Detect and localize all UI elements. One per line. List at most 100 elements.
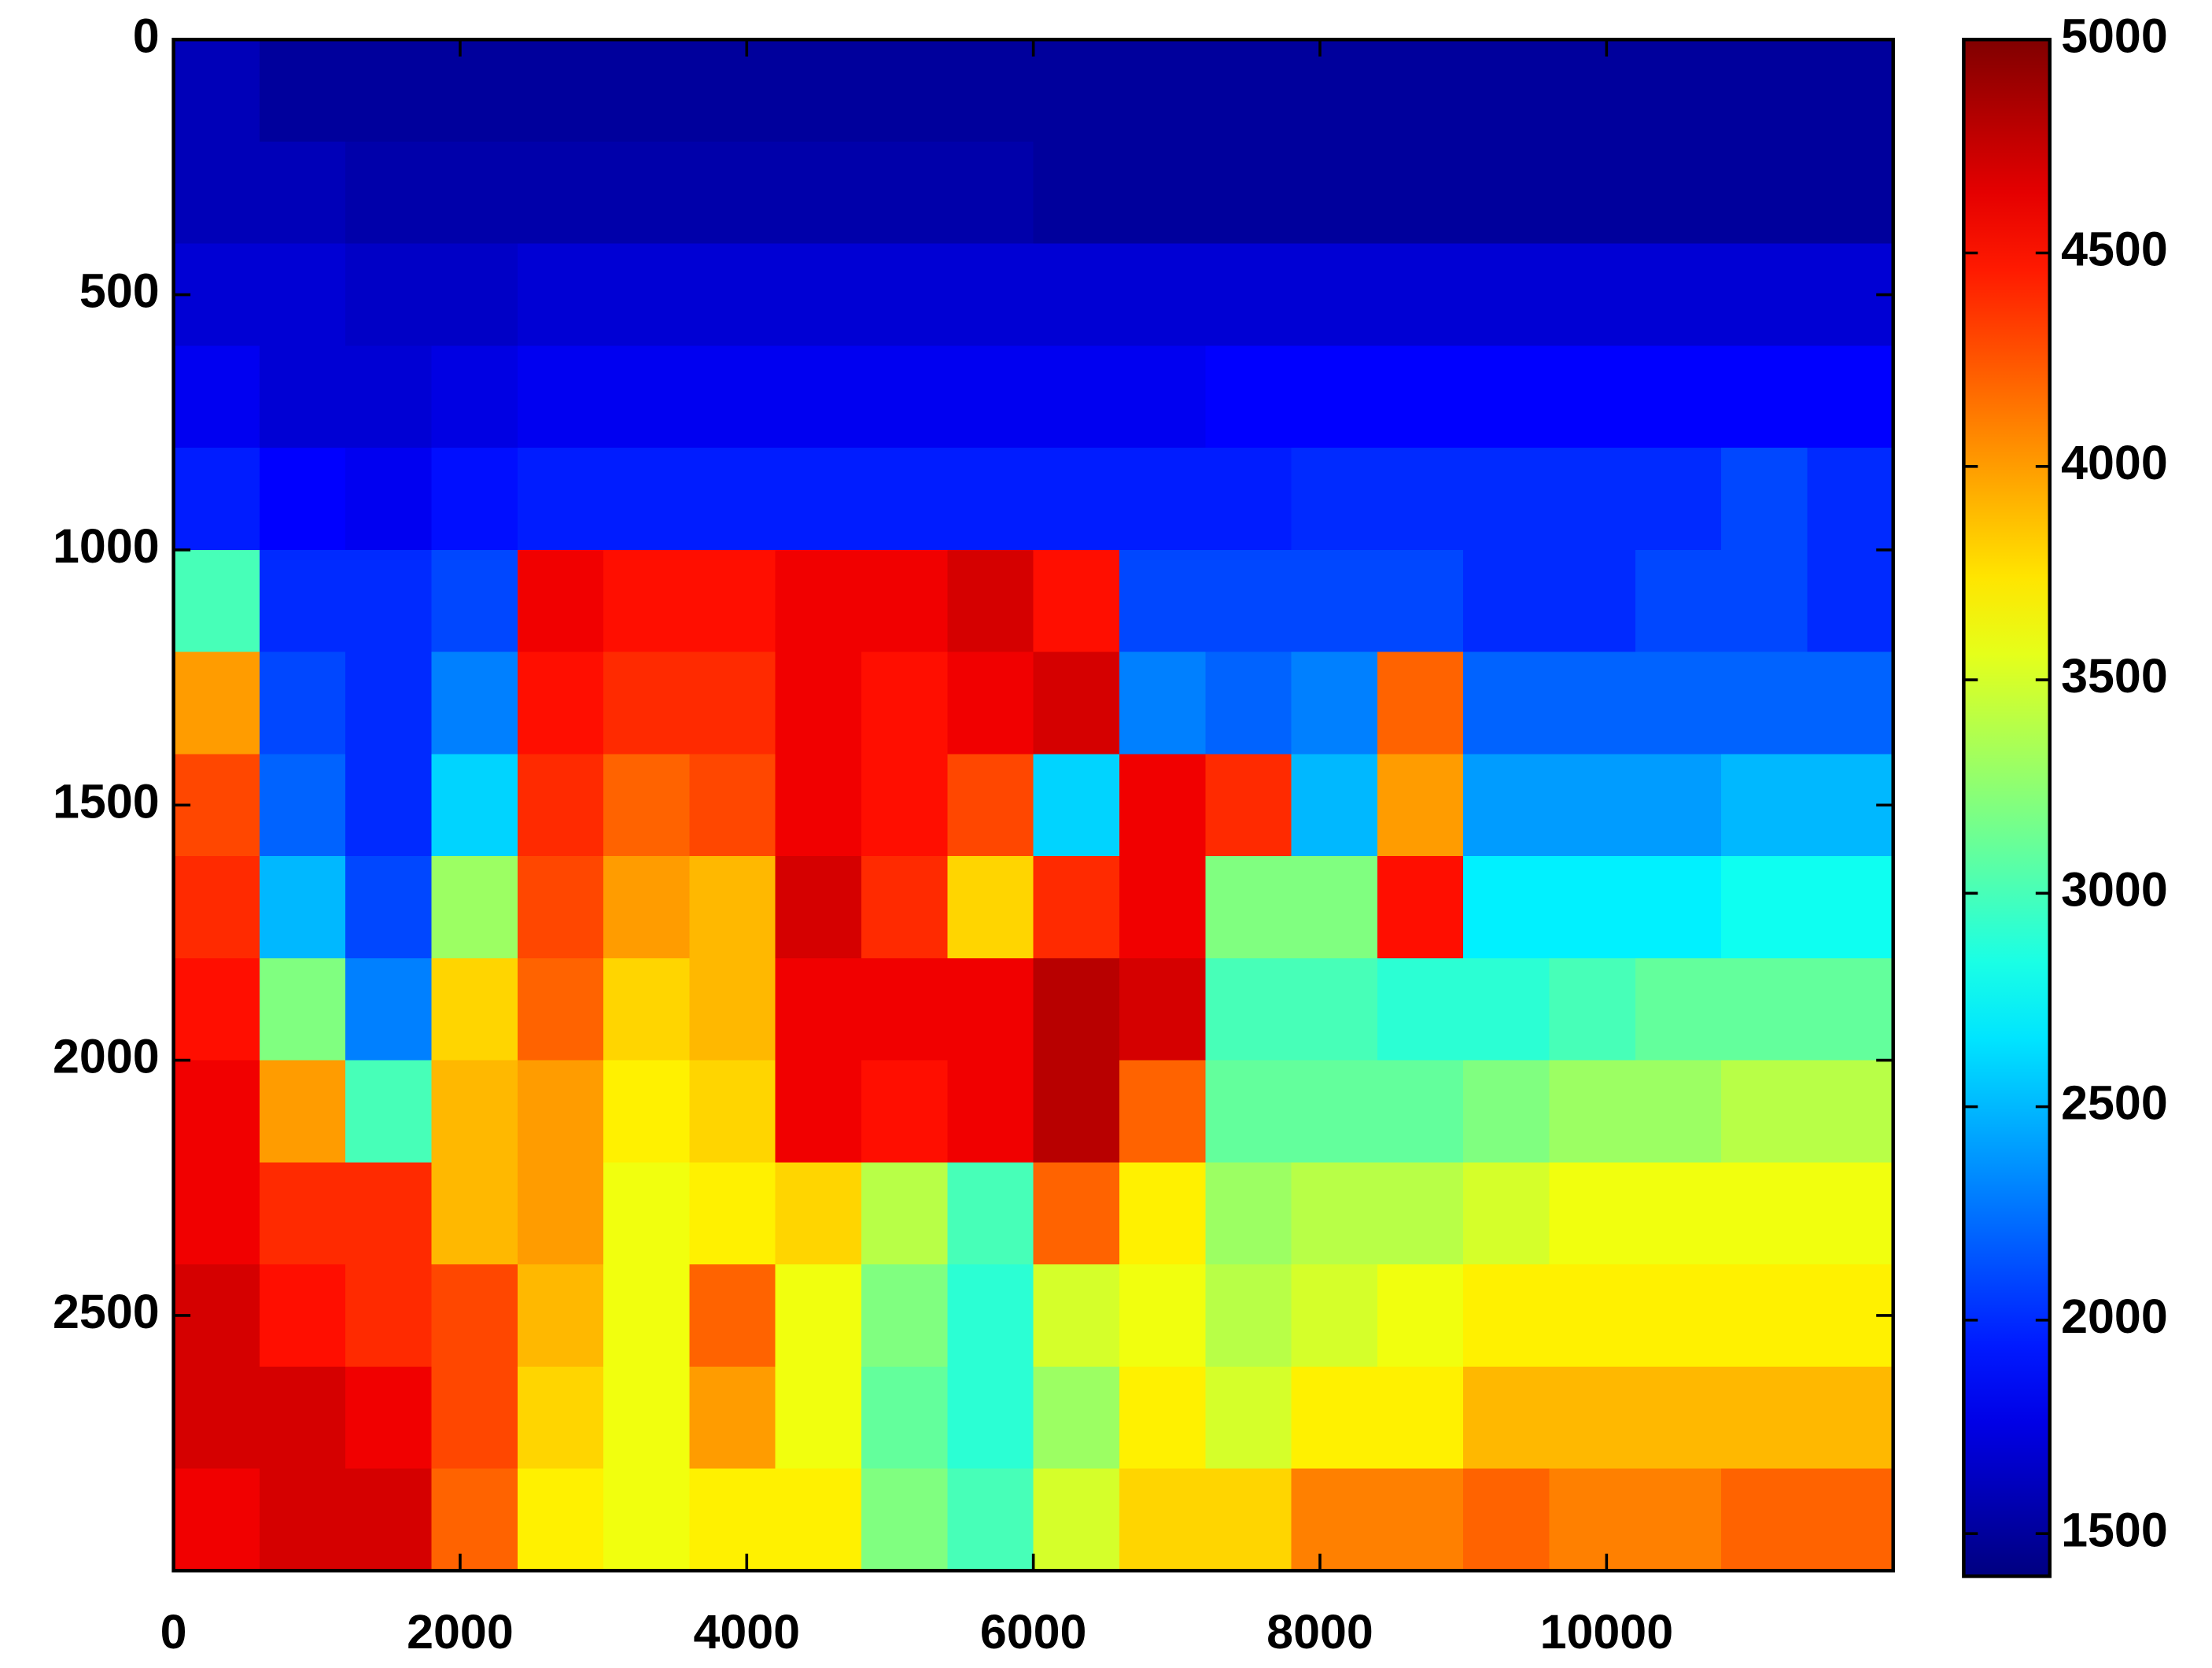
heat-cell	[173, 1366, 260, 1470]
heat-cell	[1205, 549, 1292, 653]
heat-cell	[1807, 448, 1893, 551]
heat-cell	[603, 1162, 691, 1266]
heat-cell	[603, 549, 691, 653]
heat-cell	[1377, 1162, 1465, 1266]
heat-cell	[1291, 141, 1378, 245]
heat-cell	[1119, 1468, 1207, 1571]
heat-cell	[861, 651, 949, 755]
heat-cell	[1033, 549, 1121, 653]
heat-cell	[603, 1468, 691, 1571]
heat-cell	[689, 651, 776, 755]
heat-cell	[689, 549, 776, 653]
heat-cell	[1463, 754, 1550, 858]
heat-cell	[1377, 1468, 1465, 1571]
heat-cell	[1033, 1264, 1121, 1367]
heat-cell	[775, 958, 863, 1061]
heat-cell	[173, 856, 260, 959]
heat-cell	[1549, 1162, 1636, 1266]
heat-cell	[517, 1060, 605, 1164]
heat-cell	[431, 549, 518, 653]
heat-cell	[1205, 958, 1292, 1061]
heat-cell	[1807, 345, 1893, 449]
x-tick-label: 8000	[1266, 1605, 1373, 1659]
heat-cell	[1377, 856, 1465, 959]
heat-cell	[173, 1060, 260, 1164]
heat-cell	[517, 754, 605, 858]
heat-cell	[689, 1060, 776, 1164]
heat-cell	[947, 1468, 1034, 1571]
heat-cell	[1291, 651, 1378, 755]
heat-cell	[1549, 448, 1636, 551]
heat-cell	[1463, 1060, 1550, 1164]
heat-cell	[517, 448, 605, 551]
heat-cell	[947, 1264, 1034, 1367]
heat-cell	[1549, 1264, 1636, 1367]
heat-cell	[1635, 141, 1723, 245]
heat-cell	[861, 448, 949, 551]
heat-cell	[1033, 141, 1121, 245]
heat-cell	[259, 549, 347, 653]
heat-cell	[1033, 754, 1121, 858]
heat-cell	[517, 345, 605, 449]
heat-cell	[1291, 1468, 1378, 1571]
heat-cell	[1721, 141, 1808, 245]
heat-cell	[689, 39, 776, 143]
heat-cell	[1463, 549, 1550, 653]
heat-cell	[1463, 448, 1550, 551]
heat-cell	[173, 39, 260, 143]
heat-cell	[345, 39, 433, 143]
heat-cell	[689, 1264, 776, 1367]
heat-cell	[1721, 549, 1808, 653]
heat-cell	[345, 243, 433, 347]
heat-cell	[1549, 1366, 1636, 1470]
heat-cell	[947, 1366, 1034, 1470]
heat-cell	[603, 39, 691, 143]
heat-cell	[1119, 856, 1207, 959]
heat-cell	[431, 856, 518, 959]
heat-cell	[259, 243, 347, 347]
heat-cell	[775, 1264, 863, 1367]
heat-cell	[173, 345, 260, 449]
heat-cell	[345, 549, 433, 653]
heat-cell	[603, 243, 691, 347]
heat-cell	[775, 549, 863, 653]
heat-cell	[1377, 549, 1465, 653]
heat-cell	[861, 754, 949, 858]
heat-cell	[431, 39, 518, 143]
heat-cell	[1291, 1162, 1378, 1266]
heat-cell	[1033, 1468, 1121, 1571]
heat-cell	[259, 345, 347, 449]
heat-cell	[775, 1060, 863, 1164]
heat-cell	[1119, 345, 1207, 449]
heat-cell	[1721, 856, 1808, 959]
heat-cell	[259, 754, 347, 858]
heat-cell	[603, 651, 691, 755]
heat-cell	[1033, 243, 1121, 347]
heat-cell	[1205, 448, 1292, 551]
y-tick-label: 2000	[53, 1030, 160, 1083]
heat-cell	[259, 1060, 347, 1164]
heat-cell	[1205, 1060, 1292, 1164]
heat-cell	[1635, 856, 1723, 959]
heat-cell	[1291, 958, 1378, 1061]
heat-cell	[1205, 856, 1292, 959]
heat-cell	[431, 651, 518, 755]
heat-cell	[689, 1468, 776, 1571]
heat-cell	[861, 1162, 949, 1266]
heat-cell	[1119, 39, 1207, 143]
heat-cell	[1463, 1162, 1550, 1266]
heat-cell	[1119, 1162, 1207, 1266]
heat-cell	[1377, 651, 1465, 755]
heat-cell	[1635, 345, 1723, 449]
heat-cell	[173, 651, 260, 755]
heat-cell	[947, 856, 1034, 959]
heat-cell	[1205, 345, 1292, 449]
heat-cell	[1119, 1060, 1207, 1164]
heat-cell	[1205, 1162, 1292, 1266]
heat-cell	[1205, 243, 1292, 347]
heat-cell	[431, 754, 518, 858]
heat-cell	[1033, 345, 1121, 449]
heat-cell	[1635, 1264, 1723, 1367]
